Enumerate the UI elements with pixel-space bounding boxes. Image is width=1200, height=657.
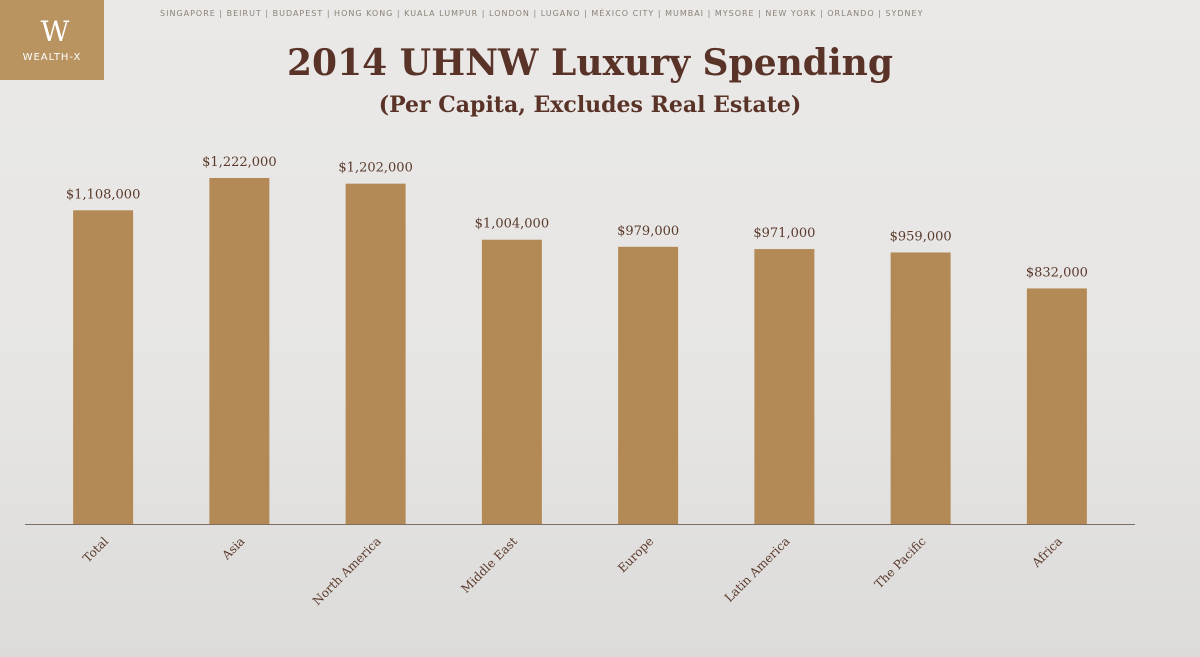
value-label: $979,000 <box>617 224 679 239</box>
bar-north-america <box>345 183 406 524</box>
value-label: $959,000 <box>890 229 952 244</box>
city-list: SINGAPORE | BEIRUT | BUDAPEST | HONG KON… <box>160 9 924 18</box>
category-label: Africa <box>1029 534 1065 570</box>
category-label: Middle East <box>458 534 520 596</box>
value-label: $1,222,000 <box>202 155 276 170</box>
wealth-x-logo: W WEALTH-X <box>0 0 104 80</box>
bar-total <box>73 210 134 524</box>
bar-asia <box>209 178 270 524</box>
category-label: North America <box>310 534 384 608</box>
value-label: $1,202,000 <box>338 161 412 176</box>
category-label: Total <box>80 534 111 565</box>
chart-title: 2014 UHNW Luxury Spending <box>287 42 893 84</box>
value-label: $832,000 <box>1026 265 1088 280</box>
bar-latin-america <box>754 249 815 525</box>
value-label: $1,108,000 <box>66 187 140 202</box>
bar-africa <box>1026 288 1087 524</box>
category-label: The Pacific <box>872 534 929 591</box>
chart-subtitle: (Per Capita, Excludes Real Estate) <box>378 92 802 118</box>
category-label: Latin America <box>722 534 793 605</box>
category-label: Asia <box>219 534 248 563</box>
bar-middle-east <box>481 239 542 524</box>
category-label: Europe <box>615 534 656 575</box>
value-label: $1,004,000 <box>475 217 549 232</box>
bar-europe <box>618 246 679 525</box>
bar-the-pacific <box>890 252 951 525</box>
value-label: $971,000 <box>753 226 815 241</box>
logo-text: WEALTH-X <box>22 51 82 63</box>
